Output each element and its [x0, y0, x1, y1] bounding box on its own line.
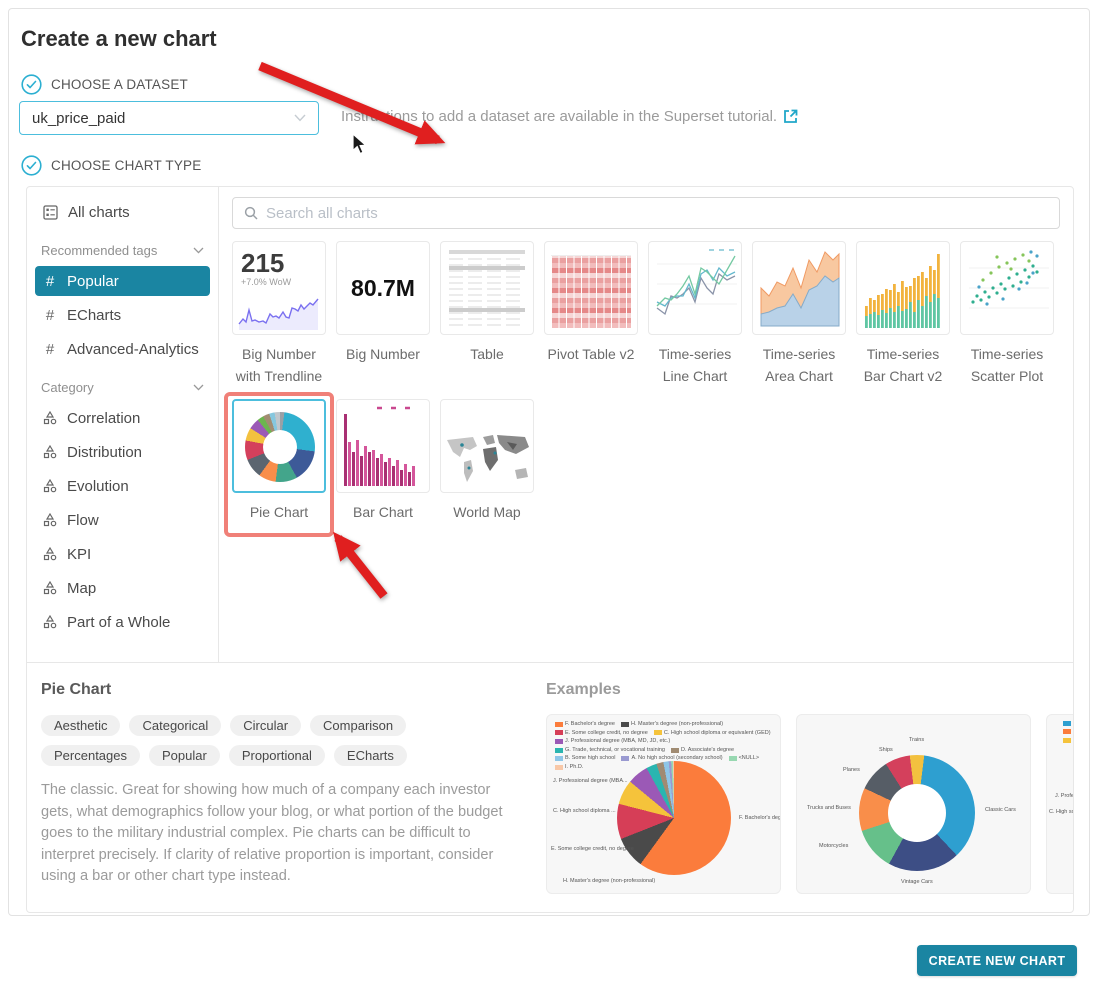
sidebar-section-recommended-tags[interactable]: Recommended tags	[33, 231, 212, 262]
example-legend: F. Bachelor's degree H. Master's degree …	[555, 721, 776, 771]
bar-chart-thumbnail	[336, 399, 430, 494]
time-series-area-thumbnail	[752, 241, 846, 335]
gallery-row-2: Pie Chart	[224, 392, 1060, 538]
chart-type-card-ts-scatter[interactable]: Time-series Scatter Plot	[960, 241, 1054, 387]
external-link-icon[interactable]	[783, 109, 798, 124]
chart-type-card-ts-bar[interactable]: Time-series Bar Chart v2	[856, 241, 950, 387]
page-title: Create a new chart	[21, 26, 217, 51]
sidebar-item-distribution[interactable]: Distribution	[35, 437, 210, 467]
chart-description: The classic. Great for showing how much …	[41, 782, 503, 885]
example-donut-2: Trains Ships Planes Trucks and Buses Mot…	[796, 714, 1031, 894]
big-number-thumbnail: 80.7M	[336, 241, 430, 335]
example-pie-3: F. Bachelor's degree C. High school dipl…	[1046, 714, 1073, 894]
sidebar-item-echarts[interactable]: # ECharts	[35, 300, 210, 330]
sidebar-item-popular[interactable]: # Popular	[35, 266, 210, 296]
hash-icon: #	[45, 340, 55, 358]
example-pie-1: F. Bachelor's degree H. Master's degree …	[546, 714, 781, 894]
create-new-chart-button[interactable]: CREATE NEW CHART	[917, 945, 1077, 976]
category-icon	[43, 547, 57, 561]
sidebar-item-all-charts[interactable]: All charts	[35, 197, 210, 227]
line-chart-preview	[656, 249, 737, 316]
category-icon	[43, 479, 57, 493]
bar-chart-preview	[344, 407, 415, 487]
gallery-row-1: 215 +7.0% WoW Big Number with Trendline …	[232, 241, 1060, 387]
chart-type-card-ts-line[interactable]: Time-series Line Chart	[648, 241, 742, 387]
tag-pill: Comparison	[310, 715, 407, 736]
search-input[interactable]	[266, 204, 1048, 222]
tag-pill: Aesthetic	[41, 715, 121, 736]
chart-type-card-ts-area[interactable]: Time-series Area Chart	[752, 241, 846, 387]
time-series-scatter-thumbnail	[960, 241, 1054, 335]
chevron-down-icon	[294, 114, 306, 122]
dataset-instructions: Instructions to add a dataset are availa…	[341, 108, 798, 125]
sidebar-section-category[interactable]: Category	[33, 368, 212, 399]
examples-title: Examples	[546, 681, 621, 698]
bar-chart-v2-preview	[865, 254, 940, 328]
sidebar-item-kpi[interactable]: KPI	[35, 539, 210, 569]
tag-pill: Proportional	[228, 745, 325, 766]
chart-type-sidebar: All charts Recommended tags # Popular # …	[27, 187, 219, 662]
category-icon	[43, 615, 57, 629]
sidebar-item-flow[interactable]: Flow	[35, 505, 210, 535]
check-circle-icon	[21, 155, 42, 176]
ballot-icon	[43, 204, 58, 220]
tag-pill: Popular	[149, 745, 220, 766]
tag-pill: ECharts	[333, 745, 407, 766]
table-thumbnail	[440, 241, 534, 335]
example-legend: F. Bachelor's degree C. High school dipl…	[1063, 720, 1073, 744]
big-number-trendline-thumbnail: 215 +7.0% WoW	[232, 241, 326, 335]
category-icon	[43, 445, 57, 459]
tag-pill: Categorical	[129, 715, 222, 736]
dataset-select-value: uk_price_paid	[32, 109, 126, 127]
chart-type-step-header: CHOOSE CHART TYPE	[21, 155, 201, 176]
chart-tags: Aesthetic Categorical Circular Compariso…	[41, 715, 451, 766]
chart-type-gallery: 215 +7.0% WoW Big Number with Trendline …	[219, 187, 1073, 662]
scatter-plot-preview	[969, 250, 1049, 309]
sidebar-item-evolution[interactable]: Evolution	[35, 471, 210, 501]
pie-preview	[617, 761, 731, 875]
pivot-table-thumbnail	[544, 241, 638, 335]
chart-type-step-label: CHOOSE CHART TYPE	[51, 158, 202, 173]
category-icon	[43, 411, 57, 425]
check-circle-icon	[21, 74, 42, 95]
chart-type-card-pivot-table-v2[interactable]: Pivot Table v2	[544, 241, 638, 387]
chart-search[interactable]	[232, 197, 1060, 229]
hash-icon: #	[45, 272, 55, 290]
chart-type-panel: All charts Recommended tags # Popular # …	[26, 186, 1074, 913]
category-icon	[43, 513, 57, 527]
search-icon	[244, 206, 258, 220]
chart-details-panel: Pie Chart Aesthetic Categorical Circular…	[27, 662, 1073, 912]
sidebar-item-map[interactable]: Map	[35, 573, 210, 603]
time-series-line-thumbnail	[648, 241, 742, 335]
tag-pill: Percentages	[41, 745, 140, 766]
sidebar-item-correlation[interactable]: Correlation	[35, 403, 210, 433]
time-series-bar-thumbnail	[856, 241, 950, 335]
world-map-preview	[447, 435, 529, 483]
chevron-down-icon	[193, 247, 204, 254]
create-chart-modal: Create a new chart CHOOSE A DATASET uk_p…	[8, 8, 1090, 916]
selected-chart-title: Pie Chart	[41, 681, 112, 698]
chart-type-card-table[interactable]: Table	[440, 241, 534, 387]
chart-type-card-pie-chart[interactable]: Pie Chart	[224, 392, 334, 538]
sidebar-item-advanced-analytics[interactable]: # Advanced-Analytics	[35, 334, 210, 364]
chevron-down-icon	[193, 384, 204, 391]
dataset-step-label: CHOOSE A DATASET	[51, 77, 188, 92]
chart-type-card-big-number-trendline[interactable]: 215 +7.0% WoW Big Number with Trendline	[232, 241, 326, 387]
donut-preview	[859, 755, 975, 871]
dataset-select[interactable]: uk_price_paid	[19, 101, 319, 135]
chart-type-card-big-number[interactable]: 80.7M Big Number	[336, 241, 430, 387]
dataset-step-header: CHOOSE A DATASET	[21, 74, 188, 95]
sidebar-item-part-of-a-whole[interactable]: Part of a Whole	[35, 607, 210, 637]
pie-chart-thumbnail	[232, 399, 326, 494]
category-icon	[43, 581, 57, 595]
tag-pill: Circular	[230, 715, 302, 736]
area-chart-preview	[760, 251, 840, 327]
hash-icon: #	[45, 306, 55, 324]
world-map-thumbnail	[440, 399, 534, 494]
chart-type-card-world-map[interactable]: World Map	[440, 399, 534, 524]
sparkline	[238, 298, 319, 330]
donut-preview	[245, 412, 315, 483]
chart-type-card-bar-chart[interactable]: Bar Chart	[336, 399, 430, 524]
